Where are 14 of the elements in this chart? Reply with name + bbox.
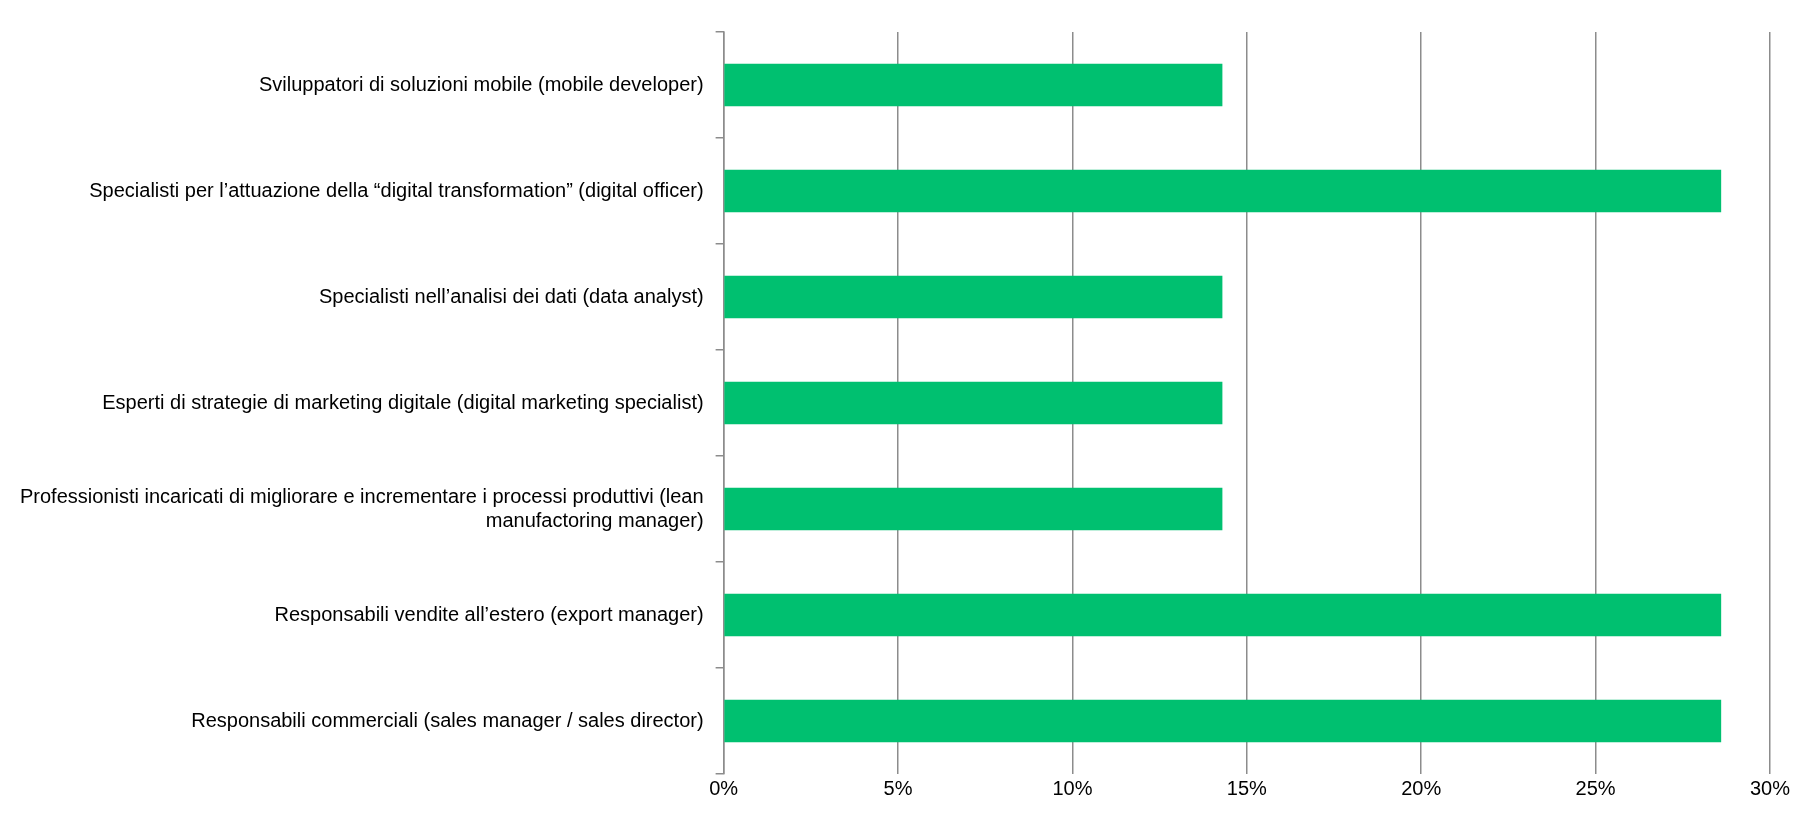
x-tick-label: 20%	[1401, 776, 1442, 799]
x-tick-label: 10%	[1052, 776, 1093, 799]
y-tick-label: Professionisti incaricati di migliorare e incrementare i processi produttivi (lean manufactoring manager)	[19, 484, 704, 531]
y-tick-label: Responsabili vendite all’estero (export manager)	[274, 602, 704, 625]
y-tick-label: Sviluppatori di soluzioni mobile (mobile developer)	[258, 72, 704, 95]
x-tick-label: 15%	[1226, 776, 1268, 799]
x-tick-label: 0%	[709, 776, 739, 799]
y-tick-label: Responsabili commerciali (sales manager / sales director)	[191, 708, 704, 731]
x-tick-label: 25%	[1575, 776, 1616, 799]
y-tick-label: Specialisti nell’analisi dei dati (data analyst)	[318, 284, 704, 307]
y-tick-label: Specialisti per l’attuazione della “digital transformation” (digital officer)	[89, 178, 704, 201]
x-tick-label: 30%	[1749, 776, 1791, 799]
x-tick-label: 5%	[883, 776, 913, 799]
y-tick-label: Esperti di strategie di marketing digitale (digital marketing specialist)	[102, 390, 704, 413]
